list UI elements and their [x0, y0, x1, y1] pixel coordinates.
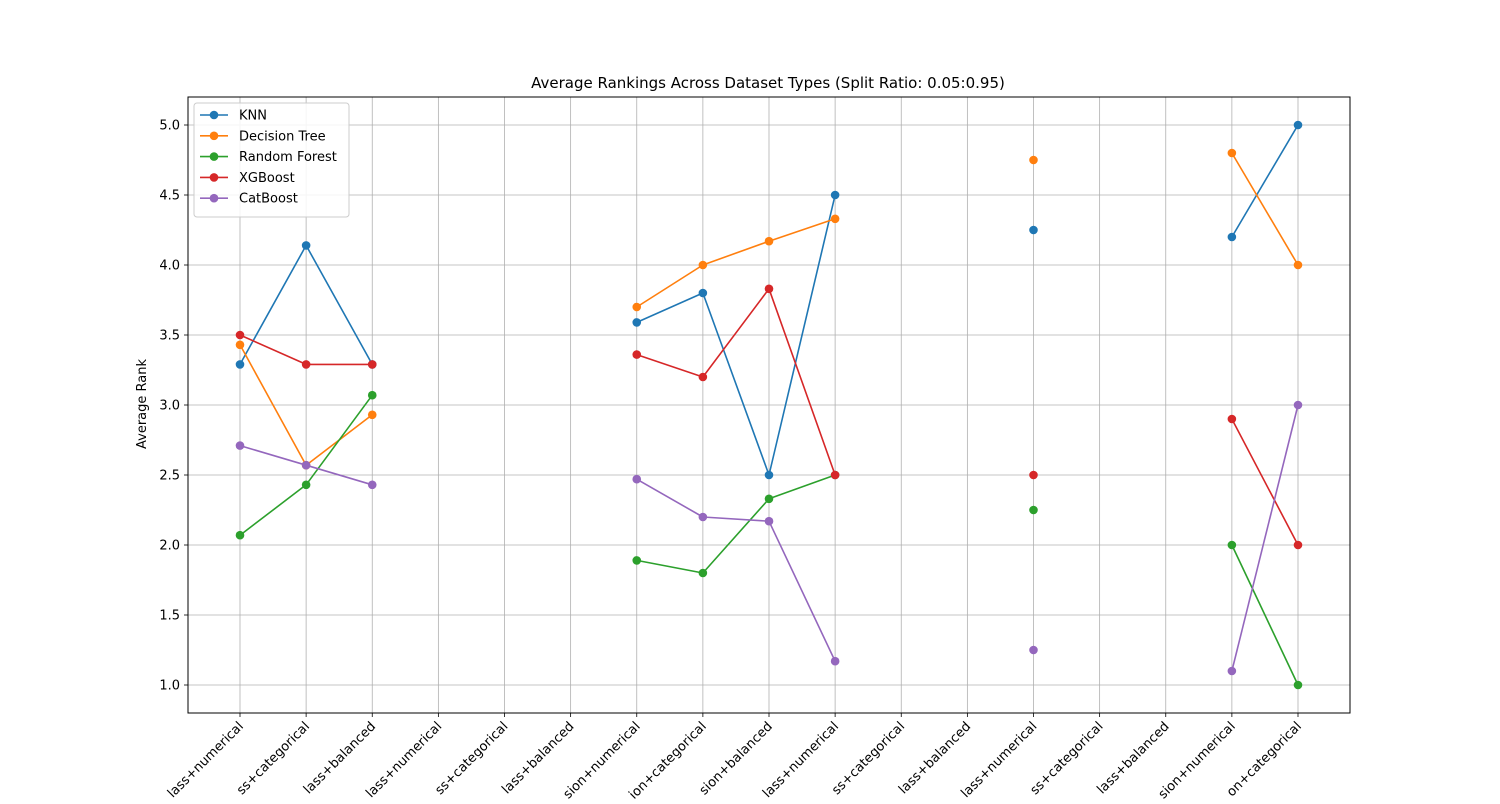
y-tick-label: 1.5 — [159, 609, 180, 624]
legend-marker — [209, 110, 219, 120]
data-point — [698, 568, 708, 578]
legend-label: KNN — [239, 109, 267, 124]
y-tick-label: 4.0 — [159, 259, 180, 274]
data-point — [1227, 232, 1237, 242]
data-point — [1227, 148, 1237, 158]
y-tick-label: 2.0 — [159, 539, 180, 554]
data-point — [632, 556, 642, 565]
data-point — [1293, 400, 1303, 410]
series-line — [636, 218, 836, 308]
legend-marker — [209, 152, 219, 161]
data-point — [764, 470, 774, 480]
legend-marker — [209, 193, 219, 203]
x-tick-layer: lass+numericalss+categoricallass+balance… — [165, 713, 1305, 803]
legend-label: CatBoost — [239, 192, 298, 207]
data-point — [1227, 414, 1237, 424]
data-point — [1293, 260, 1303, 270]
data-point — [1293, 680, 1303, 690]
legend-item: XGBoost — [200, 171, 295, 186]
series-line — [636, 194, 836, 476]
legend-frame — [193, 102, 350, 218]
series-line — [1231, 404, 1299, 672]
series-random-forest — [235, 390, 1303, 690]
data-point — [235, 360, 245, 369]
data-point — [764, 516, 774, 526]
data-point — [1029, 645, 1038, 655]
y-tick-label: 4.5 — [159, 189, 180, 204]
plot-frame — [187, 96, 1351, 714]
data-point — [367, 390, 377, 400]
data-point — [235, 330, 245, 340]
data-point — [367, 360, 377, 369]
data-point — [1293, 120, 1303, 130]
data-point — [367, 410, 377, 420]
data-point — [1293, 540, 1303, 550]
y-tick-label: 3.0 — [159, 399, 180, 414]
legend-marker — [209, 173, 219, 182]
series-line — [1231, 152, 1299, 266]
y-tick-label: 1.0 — [159, 679, 180, 694]
data-point — [1227, 666, 1237, 676]
grid-layer — [188, 97, 1350, 713]
legend-item: KNN — [200, 109, 267, 124]
data-point — [632, 318, 642, 327]
data-point — [301, 360, 311, 369]
data-point — [830, 214, 840, 224]
data-point — [301, 460, 311, 470]
data-point — [764, 236, 774, 246]
legend-marker — [209, 131, 219, 141]
data-point — [830, 190, 840, 200]
y-tick-label: 3.5 — [159, 329, 180, 344]
y-tick-label: 2.5 — [159, 469, 180, 484]
chart-title: Average Rankings Across Dataset Types (S… — [531, 74, 1005, 92]
data-point — [830, 470, 840, 480]
data-point — [235, 340, 245, 350]
data-point — [632, 302, 642, 312]
data-point — [235, 441, 245, 450]
data-point — [764, 494, 774, 504]
data-point — [301, 241, 311, 250]
series-line — [636, 287, 836, 476]
y-tick-label: 5.0 — [159, 119, 180, 134]
data-point — [1029, 155, 1038, 165]
legend-item: Decision Tree — [200, 129, 326, 144]
data-point — [830, 656, 840, 666]
series-layer — [235, 120, 1303, 690]
y-axis-label: Average Rank — [135, 359, 150, 449]
series-line — [1231, 544, 1299, 686]
data-point — [301, 480, 311, 490]
data-point — [698, 512, 708, 522]
data-point — [698, 288, 708, 298]
series-catboost — [235, 400, 1303, 676]
legend-label: XGBoost — [239, 171, 295, 186]
series-line — [1231, 418, 1299, 546]
legend: KNN Decision Tree Random Forest XGBoost CatB… — [193, 102, 350, 218]
data-point — [632, 350, 642, 359]
legend-item: CatBoost — [200, 192, 298, 207]
data-point — [764, 284, 774, 294]
data-point — [367, 480, 377, 490]
legend-label: Random Forest — [239, 150, 337, 165]
series-line — [636, 478, 836, 662]
data-point — [698, 260, 708, 270]
data-point — [1029, 505, 1038, 515]
data-point — [235, 530, 245, 540]
series-line — [1231, 124, 1299, 238]
data-point — [698, 372, 708, 382]
data-point — [1029, 470, 1038, 480]
legend-item: Random Forest — [200, 150, 337, 165]
data-point — [632, 474, 642, 484]
data-point — [1227, 540, 1237, 550]
series-xgboost — [235, 284, 1303, 550]
legend-label: Decision Tree — [239, 129, 326, 144]
data-point — [1029, 225, 1038, 235]
y-tick-layer: 1.0 1.5 2.0 2.5 3.0 3.5 4.0 4.5 5.0 — [159, 119, 188, 694]
series-line — [636, 474, 836, 574]
